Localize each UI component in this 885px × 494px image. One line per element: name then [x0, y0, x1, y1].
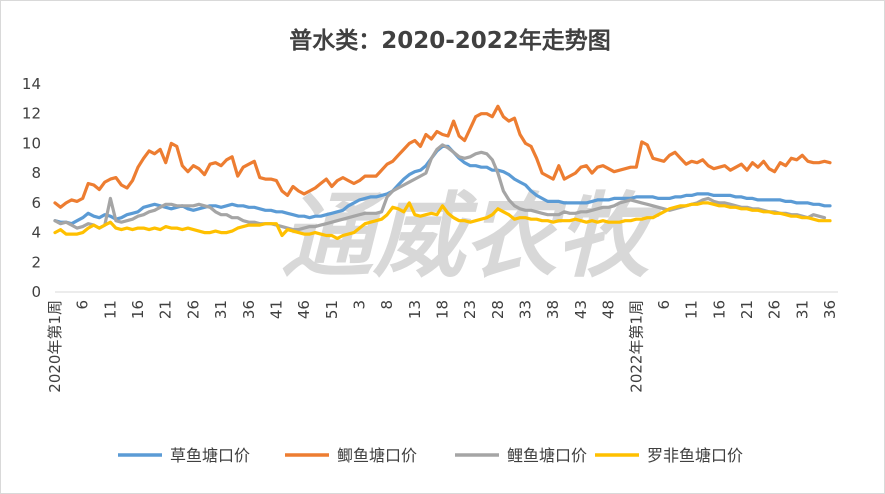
x-tick-label: 8 [378, 300, 396, 310]
chart-title: 普水类：2020-2022年走势图 [289, 27, 611, 54]
y-tick-label: 12 [22, 105, 41, 123]
x-tick-label: 11 [101, 300, 119, 319]
x-tick-label: 28 [489, 300, 507, 319]
x-tick-label: 6 [74, 300, 92, 310]
x-tick-label: 3 [350, 300, 368, 310]
legend-label: 罗非鱼塘口价 [647, 446, 743, 465]
y-axis: 0 2 4 6 8 10 12 14 [22, 75, 41, 301]
x-tick-label: 26 [766, 300, 784, 319]
y-tick-label: 4 [31, 224, 41, 242]
x-tick-label: 48 [600, 300, 618, 319]
series-line-4 [53, 201, 832, 241]
x-tick-label: 33 [517, 300, 535, 319]
y-tick-label: 14 [22, 75, 41, 93]
series-layer [53, 104, 832, 241]
x-tick-label: 16 [129, 300, 147, 319]
x-axis: 2020年第1周 6 11 16 21 26 31 36 41 46 51 3 8 13 18 23 28 33 3… [46, 291, 839, 393]
x-tick-label: 23 [461, 300, 479, 319]
y-tick-label: 0 [31, 283, 41, 301]
x-tick-label: 2020年第1周 [46, 300, 64, 393]
legend: 草鱼塘口价 鲫鱼塘口价 鲤鱼塘口价 罗非鱼塘口价 [118, 446, 743, 465]
x-tick-label: 46 [295, 300, 313, 319]
x-tick-label: 11 [683, 300, 701, 319]
y-tick-label: 2 [31, 253, 41, 271]
x-tick-label: 6 [655, 300, 673, 310]
x-tick-label: 41 [267, 300, 285, 319]
legend-label: 鲫鱼塘口价 [337, 446, 417, 465]
x-tick-label: 31 [212, 300, 230, 319]
x-tick-label: 36 [240, 300, 258, 319]
x-tick-label: 2022年第1周 [627, 300, 645, 393]
y-tick-label: 8 [31, 164, 41, 182]
x-tick-label: 18 [434, 300, 452, 319]
x-tick-label: 36 [821, 300, 839, 319]
x-tick-label: 43 [572, 300, 590, 319]
x-tick-label: 51 [323, 300, 341, 319]
x-tick-label: 16 [710, 300, 728, 319]
legend-label: 草鱼塘口价 [170, 446, 250, 465]
y-tick-label: 6 [31, 194, 41, 212]
y-tick-label: 10 [22, 134, 41, 152]
legend-label: 鲤鱼塘口价 [507, 446, 587, 465]
x-tick-label: 21 [738, 300, 756, 319]
x-tick-label: 38 [544, 300, 562, 319]
x-tick-label: 26 [184, 300, 202, 319]
series-line-2 [53, 104, 832, 209]
x-tick-label: 31 [793, 300, 811, 319]
x-tick-label: 13 [406, 300, 424, 319]
x-tick-label: 21 [157, 300, 175, 319]
